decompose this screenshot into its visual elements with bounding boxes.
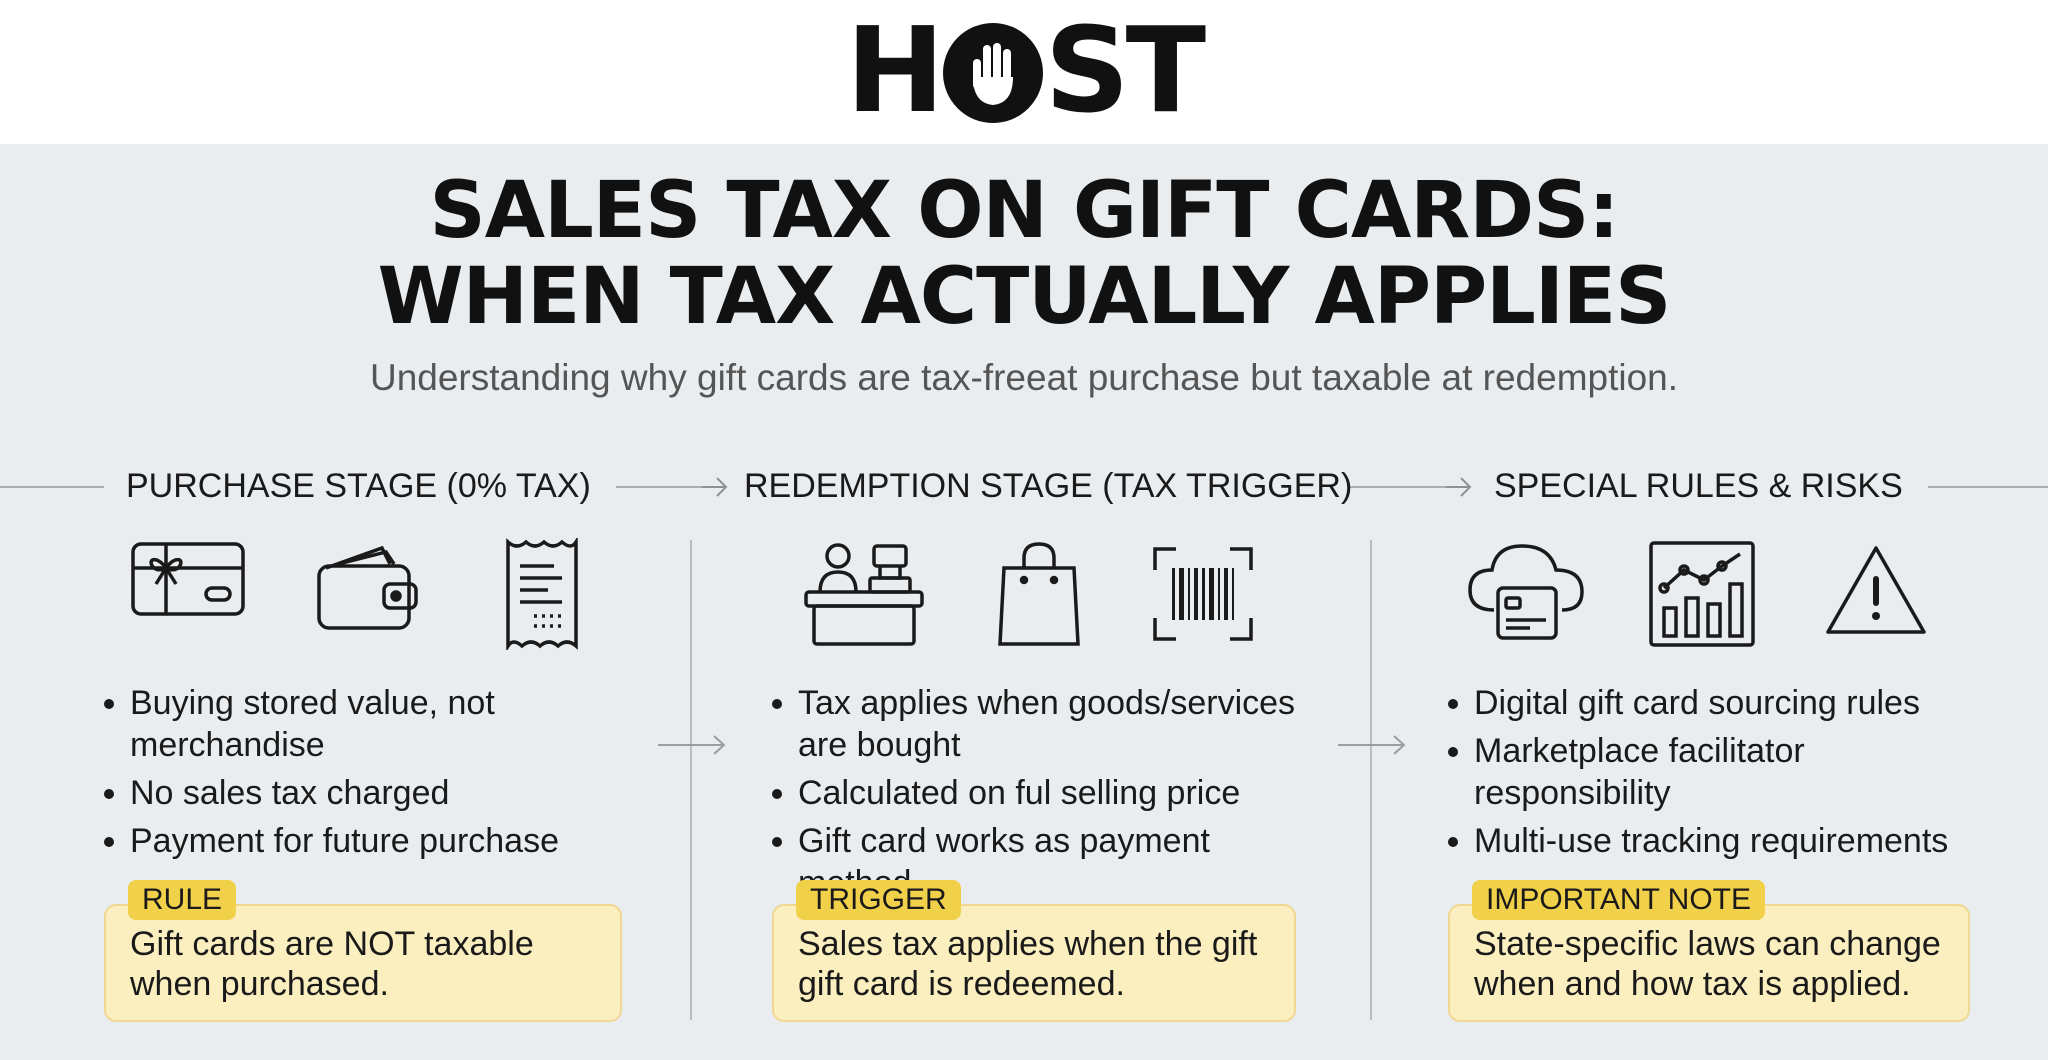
list-item: Tax applies when goods/services are boug… xyxy=(770,682,1310,766)
important-note-tag: IMPORTANT NOTE xyxy=(1472,880,1766,920)
list-item: Multi-use tracking requirements xyxy=(1446,820,2006,862)
trigger-tag: TRIGGER xyxy=(796,880,961,920)
logo: H ST xyxy=(0,11,2048,129)
divider-line xyxy=(1928,486,2048,488)
special-bullets: Digital gift card sourcing rules Marketp… xyxy=(1446,682,2006,868)
barcode-scan-icon xyxy=(1153,547,1253,641)
cloud-card-icon xyxy=(1468,544,1584,640)
arrow-right-icon xyxy=(1338,735,1406,755)
arrow-right-icon xyxy=(1446,477,1472,497)
divider-line xyxy=(616,486,716,488)
important-note: State-specific laws can change when and … xyxy=(1448,904,1970,1022)
logo-text: H ST xyxy=(846,11,1206,129)
column-divider xyxy=(1370,540,1372,1020)
receipt-icon xyxy=(506,538,578,650)
redemption-bullets: Tax applies when goods/services are boug… xyxy=(770,682,1310,910)
divider-line xyxy=(1350,486,1456,488)
arrow-right-icon xyxy=(702,477,728,497)
page-title-line-2: WHEN TAX ACTUALLY APPLIES xyxy=(377,252,1672,342)
header: H ST xyxy=(0,0,2048,144)
column-divider xyxy=(690,540,692,1020)
arrow-right-icon xyxy=(658,735,726,755)
list-item: No sales tax charged xyxy=(102,772,572,814)
divider-line xyxy=(0,486,104,488)
list-item: Payment for future purchase xyxy=(102,820,572,862)
stage-title-special: SPECIAL RULES & RISKS xyxy=(1494,467,1903,505)
page-subtitle: Understanding why gift cards are tax-fre… xyxy=(369,357,1679,398)
rule-note: Gift cards are NOT taxable when purchase… xyxy=(104,904,622,1022)
hand-icon xyxy=(942,23,1043,123)
gift-card-icon xyxy=(131,542,245,616)
cashier-icon xyxy=(804,543,924,646)
list-item: Calculated on ful selling price xyxy=(770,772,1310,814)
warning-icon xyxy=(1826,546,1926,634)
list-item: Digital gift card sourcing rules xyxy=(1446,682,2006,724)
stage-title-purchase: PURCHASE STAGE (0% TAX) xyxy=(126,467,591,505)
chart-icon xyxy=(1649,541,1755,647)
stage-title-redemption: REDEMPTION STAGE (TAX TRIGGER) xyxy=(744,467,1353,505)
logo-letters-post: ST xyxy=(1044,1,1206,139)
rule-tag: RULE xyxy=(128,880,237,920)
page-title-line-1: SALES TAX ON GIFT CARDS: xyxy=(429,166,1620,256)
wallet-icon xyxy=(317,545,418,630)
list-item: Marketplace facilitator responsibility xyxy=(1446,730,2006,814)
purchase-bullets: Buying stored value, not merchandise No … xyxy=(102,682,572,868)
logo-letters-pre: H xyxy=(845,1,945,139)
list-item: Buying stored value, not merchandise xyxy=(102,682,572,766)
shopping-bag-icon xyxy=(998,542,1080,646)
trigger-note: Sales tax applies when the gift gift car… xyxy=(772,904,1296,1022)
